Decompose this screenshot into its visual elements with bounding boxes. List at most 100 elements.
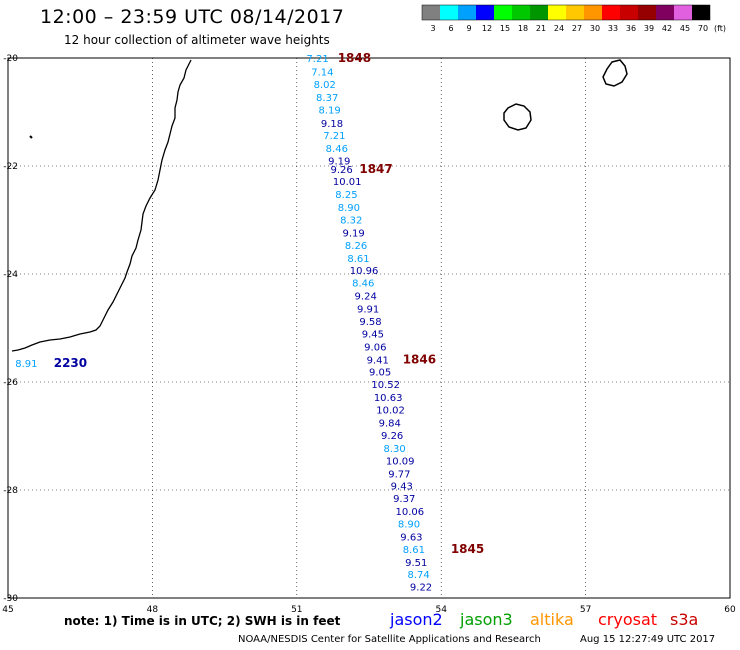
swh-value-label: 8.37	[316, 93, 338, 104]
satellite-jason3: jason3	[460, 610, 513, 629]
swh-value-label: 8.46	[326, 144, 348, 155]
lat-tick-label: -26	[3, 378, 18, 388]
swh-value-label: 8.19	[318, 105, 340, 116]
colorbar-tick-label: 9	[466, 24, 471, 33]
satellite-cryosat: cryosat	[598, 610, 658, 629]
swh-value-label: 7.21	[306, 54, 328, 65]
colorbar-swatch-21	[530, 5, 548, 20]
colorbar-tick-label: 30	[590, 24, 600, 33]
lon-tick-label: 48	[147, 605, 159, 615]
colorbar-swatch-33	[602, 5, 620, 20]
swh-value-label: 9.24	[355, 292, 377, 303]
colorbar-swatch-70	[692, 5, 710, 20]
colorbar-swatch-6	[440, 5, 458, 20]
swh-value-label: 9.77	[388, 469, 410, 480]
swh-value-label: 8.61	[403, 545, 425, 556]
lon-tick-label: 60	[724, 605, 736, 615]
swh-value-label: 9.06	[364, 342, 386, 353]
swh-value-label: 10.09	[386, 456, 415, 467]
swh-value-label: 10.01	[333, 177, 362, 188]
swh-value-label: 9.63	[400, 532, 422, 543]
colorbar-tick-label: 3	[430, 24, 435, 33]
altimeter-tracks: 7.217.148.028.378.199.187.218.469.199.26…	[15, 54, 432, 594]
footer-note: note: 1) Time is in UTC; 2) SWH is in fe…	[64, 614, 341, 628]
colorbar-tick-label: 15	[500, 24, 510, 33]
colorbar-tick-label: 39	[644, 24, 654, 33]
credit-text: NOAA/NESDIS Center for Satellite Applica…	[238, 634, 541, 645]
colorbar-unit: (ft)	[714, 24, 726, 33]
map-frame	[7, 57, 731, 599]
pass-time-label: 1847	[359, 162, 392, 176]
lat-lon-grid: 45 48 51 54 57 60 -20 -22 -24 -26 -28 -30	[2, 54, 736, 615]
pass-time-label: 1848	[338, 51, 371, 65]
colorbar-tick-label: 6	[448, 24, 453, 33]
lat-tick-label: -24	[3, 270, 18, 280]
coastline	[11, 59, 628, 352]
colorbar-tick-label: 45	[680, 24, 690, 33]
lat-tick-label: -22	[3, 162, 18, 172]
colorbar-tick-label: 70	[698, 24, 708, 33]
swh-value-label: 10.63	[374, 393, 403, 404]
color-scale-legend: 3 6 9 12 15 18 21 24 27 30 33 36 39 42 45 70 (ft)	[421, 4, 726, 33]
colorbar-tick-label: 21	[536, 24, 546, 33]
lon-tick-label: 54	[435, 605, 447, 615]
swh-value-label: 7.14	[311, 68, 333, 79]
swh-value-label: 9.19	[343, 228, 365, 239]
colorbar-swatch-36	[620, 5, 638, 20]
colorbar-swatch-39	[638, 5, 656, 20]
lon-tick-label: 45	[2, 605, 13, 615]
swh-value-label: 8.74	[408, 570, 430, 581]
colorbar-swatch-12	[476, 5, 494, 20]
swh-value-label: 8.90	[398, 519, 420, 530]
colorbar-frame	[421, 4, 711, 21]
swh-value-label: 9.51	[405, 558, 427, 569]
swh-value-label: 9.05	[369, 368, 391, 379]
colorbar-tick-label: 33	[608, 24, 618, 33]
satellite-jason2: jason2	[390, 610, 443, 629]
colorbar-swatch-45	[674, 5, 692, 20]
colorbar-tick-label: 12	[482, 24, 492, 33]
swh-value-label: 7.21	[323, 131, 345, 142]
swh-value-label: 8.26	[345, 241, 367, 252]
lat-tick-label: -20	[3, 54, 18, 64]
madagascar-coast	[11, 59, 192, 352]
swh-value-label: 8.61	[347, 254, 369, 265]
timestamp-text: Aug 15 12:27:49 UTC 2017	[580, 634, 716, 645]
swh-value-label: 9.26	[381, 431, 403, 442]
swh-value-label: 10.96	[350, 266, 379, 277]
colorbar-swatch-9	[458, 5, 476, 20]
swh-value-label: 8.25	[335, 190, 357, 201]
colorbar-swatch-42	[656, 5, 674, 20]
satellite-s3a: s3a	[670, 610, 699, 629]
colorbar-swatch-24	[548, 5, 566, 20]
colorbar-swatch-27	[566, 5, 584, 20]
swh-value-label: 9.91	[357, 305, 379, 316]
swh-value-label: 9.58	[359, 317, 381, 328]
colorbar-tick-label: 18	[518, 24, 528, 33]
swh-value-label: 9.26	[330, 165, 352, 176]
satellite-altika: altika	[530, 610, 574, 629]
swh-value-label: 10.06	[395, 507, 424, 518]
swh-value-label: 8.91	[15, 359, 37, 370]
map-title: 12:00 – 23:59 UTC 08/14/2017	[40, 6, 345, 28]
pass-time-label: 1846	[403, 352, 436, 366]
swh-value-label: 9.45	[362, 329, 384, 340]
swh-value-label: 9.22	[410, 583, 432, 594]
lat-tick-label: -28	[3, 486, 18, 496]
swh-value-label: 10.52	[371, 380, 400, 391]
swh-value-label: 8.32	[340, 215, 362, 226]
swh-value-label: 9.41	[367, 355, 389, 366]
swh-value-label: 9.43	[391, 482, 413, 493]
lon-tick-label: 51	[291, 605, 302, 615]
swh-value-label: 9.19	[328, 157, 350, 168]
map-subtitle: 12 hour collection of altimeter wave hei…	[64, 33, 330, 47]
swh-value-label: 8.46	[352, 279, 374, 290]
colorbar-swatch-3	[422, 5, 440, 20]
swh-value-label: 8.30	[383, 444, 405, 455]
colorbar-tick-label: 36	[626, 24, 636, 33]
swh-value-label: 8.02	[314, 80, 336, 91]
colorbar-swatch-30	[584, 5, 602, 20]
swh-value-label: 9.18	[321, 119, 343, 130]
reunion-island	[503, 103, 532, 131]
